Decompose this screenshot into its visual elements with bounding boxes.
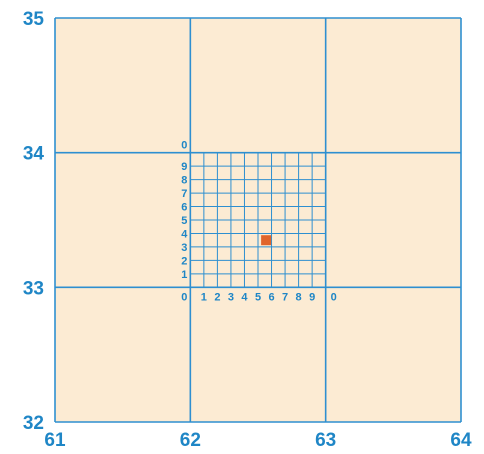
x-axis-label: 62 — [180, 430, 201, 451]
sub-x-label: 5 — [255, 291, 261, 303]
sub-grid — [189, 152, 327, 288]
location-marker — [261, 235, 272, 246]
y-axis-label: 32 — [23, 413, 44, 434]
sub-y-label: 2 — [181, 255, 187, 267]
x-axis-label: 61 — [44, 430, 66, 451]
sub-y-label: 3 — [181, 242, 187, 254]
sub-y-label: 4 — [181, 228, 188, 240]
y-axis-label: 34 — [23, 144, 45, 165]
sub-y-label: 6 — [181, 202, 187, 214]
sub-x-label: 1 — [201, 291, 207, 303]
x-axis-label: 64 — [450, 430, 472, 451]
sub-x-label: 7 — [282, 291, 288, 303]
sub-x-label: 8 — [296, 291, 302, 303]
sub-y-label: 0 — [181, 140, 187, 152]
sub-y-label: 5 — [181, 215, 187, 227]
sub-y-label: 1 — [181, 269, 187, 281]
sub-y-label: 7 — [181, 188, 187, 200]
sub-x-label: 9 — [309, 291, 315, 303]
sub-x-label: 4 — [241, 291, 248, 303]
x-axis-label: 63 — [315, 430, 336, 451]
sub-x-label: 0 — [181, 291, 187, 303]
sub-x-label: 0 — [331, 291, 337, 303]
sub-y-label: 8 — [181, 175, 187, 187]
sub-x-label: 2 — [214, 291, 220, 303]
sub-y-label: 9 — [181, 161, 187, 173]
sub-x-label: 6 — [268, 291, 274, 303]
y-axis-label: 35 — [23, 9, 45, 30]
sub-x-label: 3 — [228, 291, 234, 303]
y-axis-label: 33 — [23, 278, 44, 299]
